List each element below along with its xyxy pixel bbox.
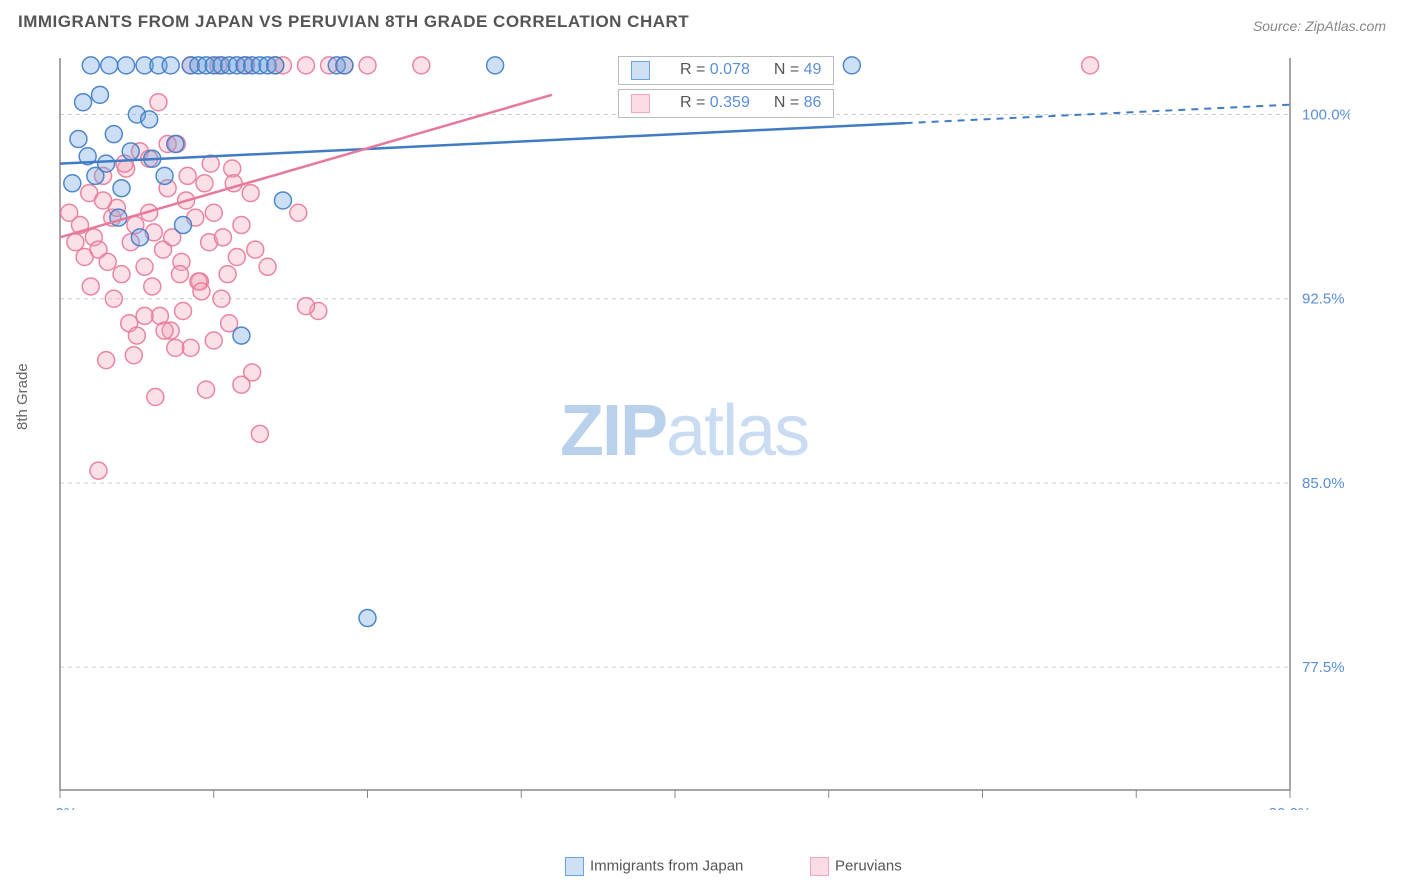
stat-n-value-japan: 49 xyxy=(804,61,822,78)
svg-text:0.0%: 0.0% xyxy=(50,805,77,810)
stat-r-value-peruvian: 0.359 xyxy=(710,94,750,111)
y-axis-label: 8th Grade xyxy=(14,363,31,430)
chart-container: IMMIGRANTS FROM JAPAN VS PERUVIAN 8TH GR… xyxy=(0,0,1406,892)
svg-text:77.5%: 77.5% xyxy=(1302,659,1345,676)
scatter-plot: 77.5% 85.0% 92.5% 100.0% 0.0% 80.0% xyxy=(50,50,1350,810)
source-label: Source: ZipAtlas.com xyxy=(1253,18,1386,34)
legend-label-peruvian: Peruvians xyxy=(835,857,902,874)
legend-peruvian: Peruvians xyxy=(810,857,902,876)
stat-n-label: N = 49 xyxy=(774,61,822,80)
stat-swatch-peruvian xyxy=(631,94,650,113)
stat-r-value-japan: 0.078 xyxy=(710,61,750,78)
stat-r-label: R = 0.359 xyxy=(680,94,750,113)
legend-swatch-japan xyxy=(565,857,584,876)
legend-japan: Immigrants from Japan xyxy=(565,857,743,876)
legend-label-japan: Immigrants from Japan xyxy=(590,857,743,874)
stat-n-label: N = 86 xyxy=(774,94,822,113)
svg-text:100.0%: 100.0% xyxy=(1302,106,1350,123)
stat-box-peruvian: R = 0.359 N = 86 xyxy=(618,89,834,118)
stat-n-value-peruvian: 86 xyxy=(804,94,822,111)
stat-box-japan: R = 0.078 N = 49 xyxy=(618,56,834,85)
svg-text:85.0%: 85.0% xyxy=(1302,475,1345,492)
svg-text:80.0%: 80.0% xyxy=(1269,805,1312,810)
chart-title: IMMIGRANTS FROM JAPAN VS PERUVIAN 8TH GR… xyxy=(18,12,689,32)
stat-swatch-japan xyxy=(631,61,650,80)
legend-swatch-peruvian xyxy=(810,857,829,876)
svg-text:92.5%: 92.5% xyxy=(1302,291,1345,308)
stat-r-label: R = 0.078 xyxy=(680,61,750,80)
